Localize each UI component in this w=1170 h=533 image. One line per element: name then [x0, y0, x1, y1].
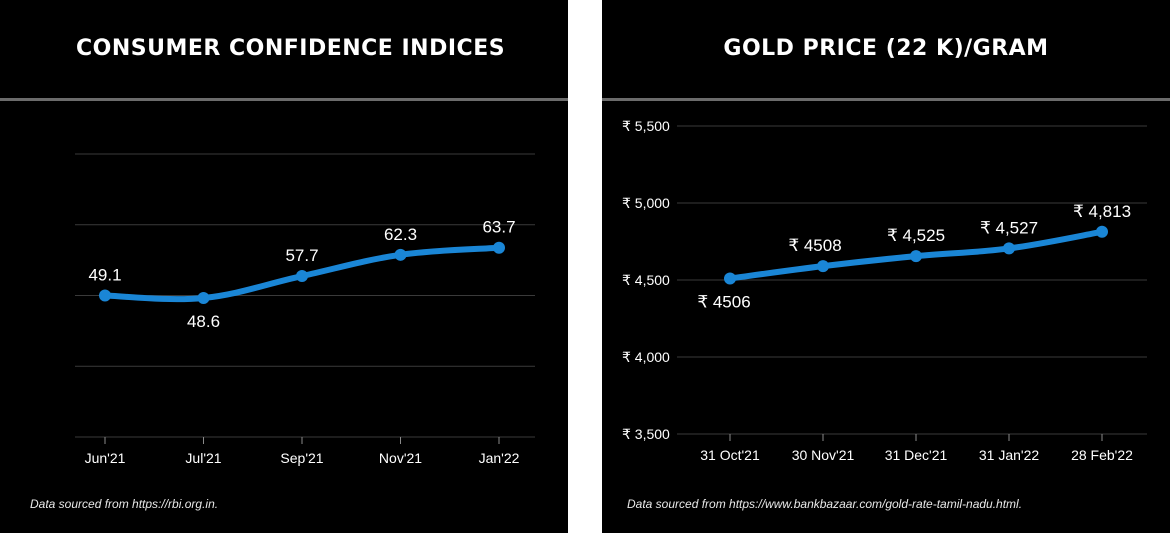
chart-title: CONSUMER CONFIDENCE INDICES	[76, 36, 506, 61]
y-tick-label: ₹ 3,500	[622, 426, 670, 442]
data-point	[910, 250, 922, 263]
data-point	[296, 270, 308, 283]
data-label: ₹ 4,525	[887, 226, 945, 245]
x-tick-label: 31 Oct'21	[700, 447, 760, 463]
x-tick-label: Nov'21	[379, 450, 422, 466]
data-point	[1003, 242, 1015, 255]
data-point	[197, 291, 210, 304]
consumer-confidence-chart: Jun'21 Jul'21 Sep'21 Nov'21 Jan'22 49.1 48.6 57…	[75, 153, 535, 466]
x-tick-label: Jan'22	[479, 450, 520, 466]
x-tick-label: 31 Dec'21	[885, 447, 948, 463]
y-tick-label: ₹ 4,000	[622, 349, 670, 365]
data-label: 62.3	[384, 225, 417, 244]
data-point	[493, 241, 505, 254]
x-tick-label: 30 Nov'21	[792, 447, 855, 463]
data-label: ₹ 4,813	[1073, 202, 1131, 221]
x-tick-label: Jun'21	[85, 450, 126, 466]
data-source-note: Data sourced from https://rbi.org.in.	[30, 497, 219, 511]
data-point	[817, 260, 829, 273]
gold-price-chart: ₹ 3,500 ₹ 4,000 ₹ 4,500 ₹ 5,000 ₹ 5,500 31 Oc…	[622, 118, 1147, 463]
data-point	[99, 289, 111, 302]
data-label: 49.1	[88, 266, 121, 285]
data-label: 63.7	[482, 218, 515, 237]
gold-price-panel: GOLD PRICE (22 K)/GRAM ₹ 3,500 ₹ 4,000 ₹ 4…	[602, 0, 1170, 533]
title-divider	[602, 98, 1170, 101]
x-tick-label: 31 Jan'22	[979, 447, 1039, 463]
title-divider	[0, 98, 568, 101]
data-label: ₹ 4,527	[980, 218, 1038, 237]
y-tick-label: ₹ 4,500	[622, 272, 670, 288]
data-label: ₹ 4506	[697, 292, 750, 311]
chart-title: GOLD PRICE (22 K)/GRAM	[723, 36, 1049, 61]
y-tick-label: ₹ 5,500	[622, 118, 670, 134]
data-point	[1096, 225, 1108, 238]
data-source-note: Data sourced from https://www.bankbazaar…	[627, 497, 1023, 511]
data-point	[724, 272, 736, 285]
consumer-confidence-panel: CONSUMER CONFIDENCE INDICES Jun'21 Jul'21…	[0, 0, 568, 533]
data-label: ₹ 4508	[788, 236, 841, 255]
data-point	[394, 248, 407, 261]
y-tick-label: ₹ 5,000	[622, 195, 670, 211]
data-label: 57.7	[285, 246, 318, 265]
x-tick-label: 28 Feb'22	[1071, 447, 1133, 463]
x-tick-label: Jul'21	[185, 450, 221, 466]
x-tick-label: Sep'21	[280, 450, 323, 466]
data-label: 48.6	[187, 312, 220, 331]
